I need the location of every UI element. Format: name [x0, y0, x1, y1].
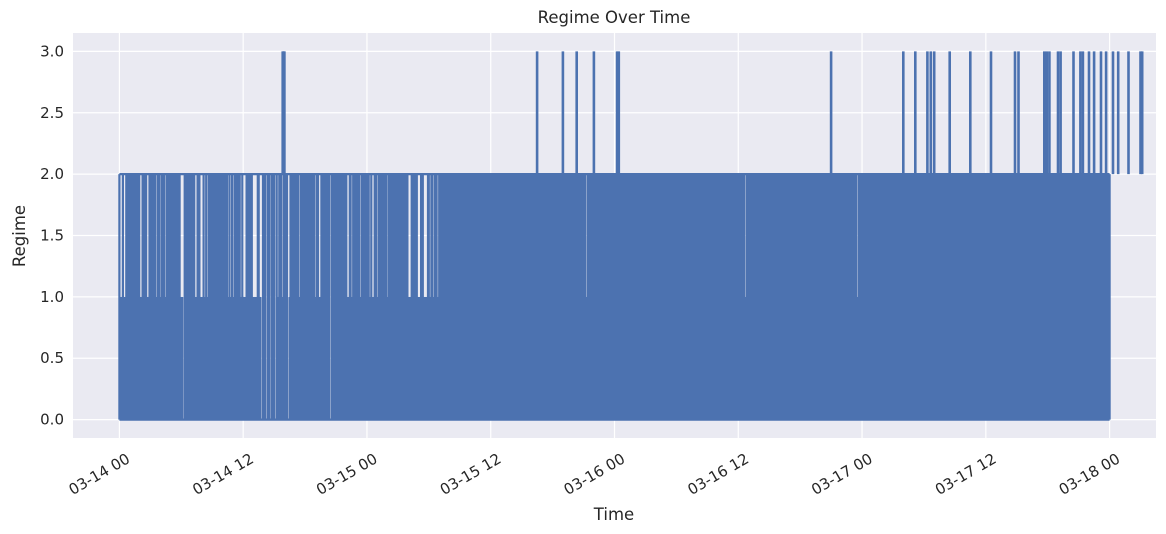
y-tick-label: 1.0 [40, 288, 64, 306]
series-line [118, 173, 1111, 421]
y-axis-ticks: 0.0 0.5 1.0 1.5 2.0 2.5 3.0 [40, 42, 64, 428]
y-tick-label: 0.5 [40, 349, 64, 367]
chart-title: Regime Over Time [538, 8, 691, 27]
y-tick-label: 2.5 [40, 104, 64, 122]
series-regime [118, 51, 1144, 421]
y-tick-label: 3.0 [40, 42, 64, 60]
y-tick-label: 2.0 [40, 165, 64, 183]
y-tick-label: 0.0 [40, 411, 64, 429]
y-tick-label: 1.5 [40, 227, 64, 245]
x-axis-label: Time [593, 505, 634, 524]
y-axis-label: Regime [10, 205, 29, 267]
